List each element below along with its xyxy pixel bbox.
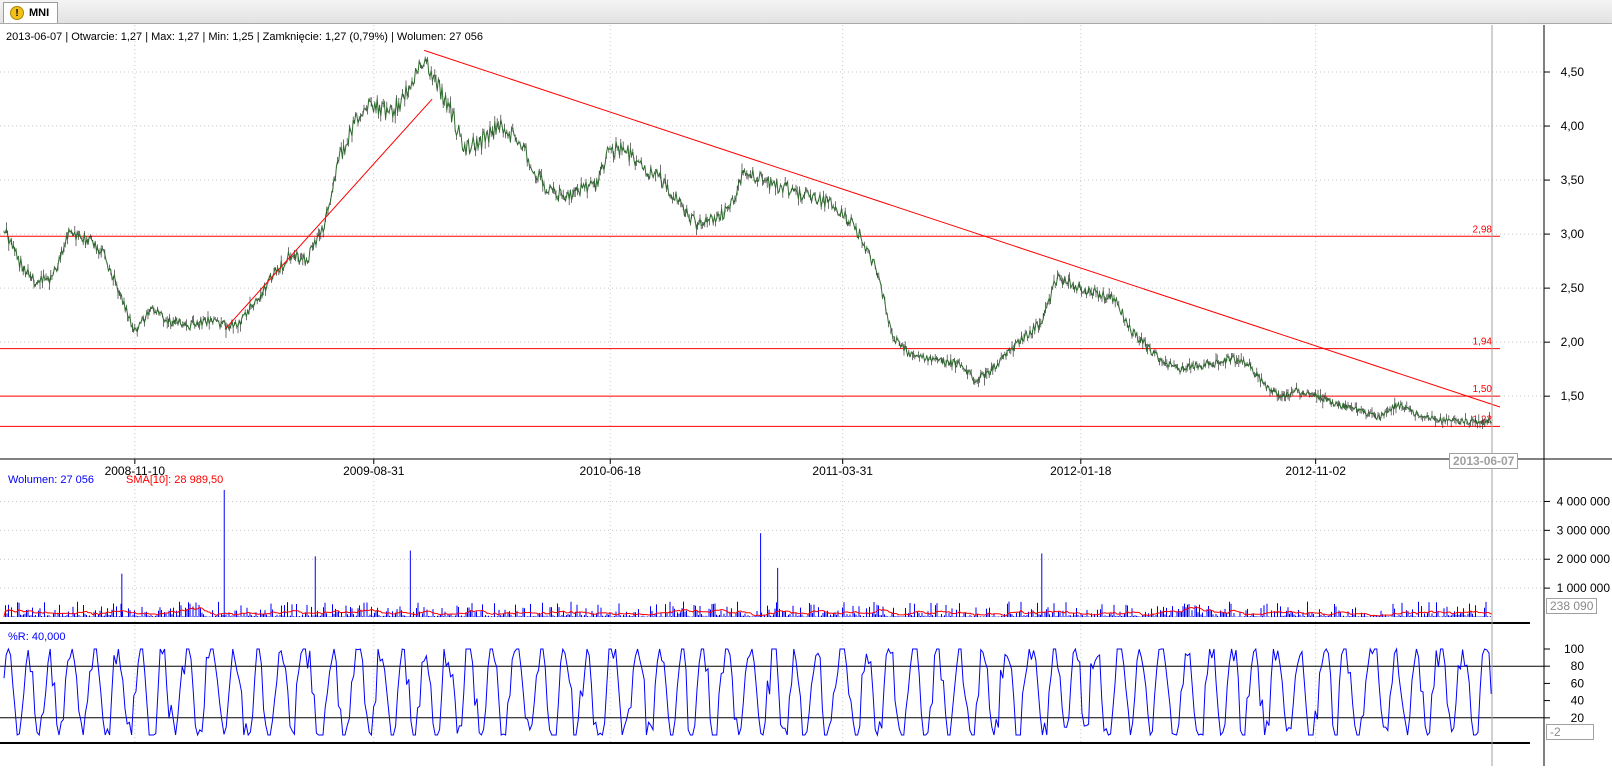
x-tick-label: 2012-11-02: [1285, 464, 1346, 478]
horizontal-levels: 2,981,941,501,22: [0, 224, 1500, 427]
y-tick-label: 2,00: [1561, 335, 1585, 349]
y-tick-label: 2 000 000: [1557, 552, 1611, 566]
x-tick-label: 2009-08-31: [343, 464, 405, 478]
x-tick-label: 2008-11-10: [105, 464, 166, 478]
level-label: 1,50: [1473, 384, 1493, 395]
trend-lines: [224, 49, 1501, 408]
wr-line: [3, 647, 1492, 737]
y-tick-label: 60: [1571, 676, 1585, 690]
x-tick-label: 2010-06-18: [580, 464, 642, 478]
stock-chart[interactable]: 2,981,941,501,22 2008-11-10 2009-08-31 201…: [0, 25, 1612, 766]
chart-area[interactable]: 2,98 1,94 1,50 1,22 2008-11-10 2009-08-31 201…: [0, 25, 1612, 766]
volume-bars: [3, 601, 1493, 617]
y-tick-label: 3,00: [1561, 227, 1585, 241]
volume-label: Wolumen: 27 056: [8, 474, 95, 486]
trend-line: [224, 98, 433, 330]
sma-label: SMA[10]: 28 989,50: [126, 474, 224, 486]
tab-label: MNI: [29, 7, 50, 19]
y-tick-label: 80: [1571, 659, 1585, 673]
x-tick-label: 2012-01-18: [1050, 464, 1112, 478]
y-tick-label: 100: [1564, 642, 1584, 656]
y-tick-label: 2,50: [1561, 281, 1585, 295]
wr-last-box: -2: [1546, 724, 1594, 740]
williams-r-series: [3, 647, 1492, 737]
volume-last-box: 238 090: [1546, 598, 1598, 614]
y-tick-label: 1 000 000: [1557, 581, 1611, 595]
y-tick-label: 3 000 000: [1557, 523, 1611, 537]
axis-labels: 2008-11-10 2009-08-31 2010-06-18 2011-03-31…: [105, 65, 1611, 725]
y-tick-label: 4 000 000: [1557, 494, 1611, 508]
x-tick-label: 2011-03-31: [812, 464, 873, 478]
trend-line: [423, 49, 1501, 408]
y-tick-label: 4,50: [1561, 65, 1585, 79]
volume-sma-line: [3, 606, 1492, 617]
wr-label: %R: 40,000: [8, 631, 66, 643]
y-tick-label: 20: [1571, 711, 1585, 725]
y-tick-label: 4,00: [1561, 119, 1585, 133]
y-tick-label: 3,50: [1561, 173, 1585, 187]
tab-bar: ! MNI: [0, 0, 1612, 24]
y-tick-label: 40: [1571, 694, 1585, 708]
level-label: 1,94: [1473, 337, 1493, 348]
level-label: 2,98: [1473, 224, 1493, 235]
cursor-date-box: 2013-06-07: [1449, 453, 1519, 469]
price-line: [3, 56, 1492, 426]
y-tick-label: 1,50: [1561, 389, 1585, 403]
ohlc-header: 2013-06-07 | Otwarcie: 1,27 | Max: 1,27 …: [6, 31, 483, 43]
tab-mni[interactable]: ! MNI: [3, 2, 59, 23]
warning-icon: !: [10, 6, 24, 20]
volume-series: [3, 489, 1493, 617]
price-series: [3, 56, 1492, 430]
